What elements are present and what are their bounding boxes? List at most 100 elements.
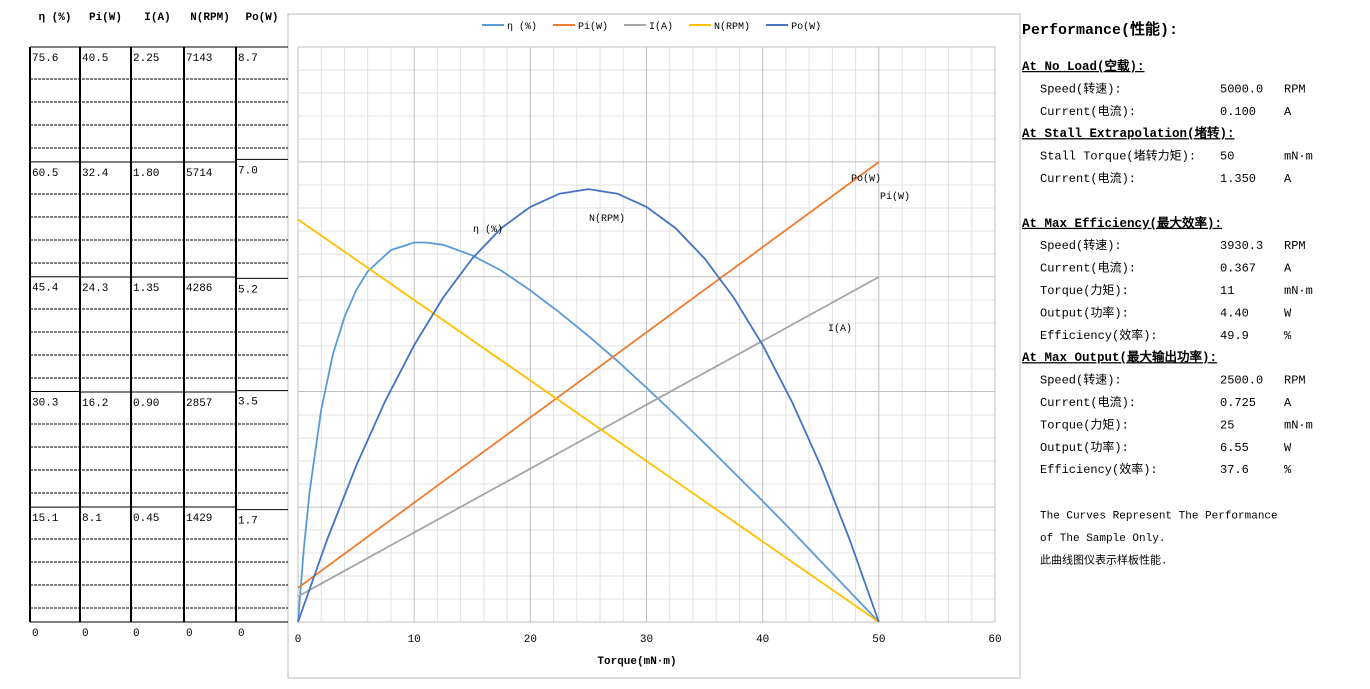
x-tick-label: 60 [988, 634, 1001, 646]
spec-value: 2500.0 [1220, 374, 1263, 388]
y-tick-label: 1.35 [133, 283, 159, 295]
spec-label: Current(电流): [1040, 261, 1136, 276]
spec-unit: mN·m [1284, 418, 1313, 432]
y-tick-label: 0 [133, 628, 140, 640]
x-tick-label: 20 [524, 634, 537, 646]
y-tick-label: 8.1 [82, 513, 102, 525]
spec-value: 0.367 [1220, 262, 1256, 276]
y-tick-label: 0 [82, 628, 89, 640]
series-line [297, 218, 880, 623]
note: The Curves Represent The Performance [1040, 511, 1278, 523]
spec-unit: A [1284, 105, 1292, 119]
series-line [297, 276, 880, 598]
spec-value: 6.55 [1220, 441, 1249, 455]
table-header: N(RPM) [190, 12, 230, 24]
table-header: Pi(W) [89, 12, 122, 24]
spec-value: 37.6 [1220, 463, 1249, 477]
legend-label: I(A) [649, 21, 673, 33]
legend-label: N(RPM) [714, 21, 750, 33]
spec-label: Torque(力矩): [1040, 283, 1129, 298]
section-heading: At Stall Extrapolation(堵转): [1022, 125, 1235, 141]
curve-label: I(A) [828, 323, 852, 335]
series-line [297, 188, 880, 623]
legend-label: η (%) [507, 21, 537, 33]
spec-value: 25 [1220, 418, 1234, 432]
y-tick-label: 0.90 [133, 398, 159, 410]
y-tick-label: 32.4 [82, 168, 109, 180]
spec-label: Speed(转速): [1040, 372, 1122, 388]
note: 此曲线图仪表示样板性能. [1040, 552, 1168, 567]
spec-label: Efficiency(效率): [1040, 461, 1158, 477]
performance-title: Performance(性能): [1022, 20, 1178, 39]
y-tick-label: 4286 [186, 283, 212, 295]
y-tick-label: 5714 [186, 168, 213, 180]
spec-label: Output(功率): [1040, 439, 1129, 455]
spec-label: Speed(转速): [1040, 80, 1122, 96]
y-tick-label: 7.0 [238, 165, 258, 177]
spec-value: 4.40 [1220, 306, 1249, 320]
spec-value: 5000.0 [1220, 82, 1263, 96]
y-tick-label: 24.3 [82, 283, 108, 295]
curve-label: N(RPM) [589, 213, 625, 225]
section-heading: At Max Efficiency(最大效率): [1022, 215, 1222, 231]
y-tick-label: 1.7 [238, 516, 258, 528]
section-heading: At No Load(空载): [1022, 58, 1145, 74]
spec-unit: W [1284, 306, 1292, 320]
y-tick-label: 45.4 [32, 283, 59, 295]
section-heading: At Max Output(最大输出功率): [1022, 349, 1217, 365]
spec-label: Current(电流): [1040, 104, 1136, 119]
y-tick-label: 1429 [186, 513, 212, 525]
spec-label: Efficiency(效率): [1040, 327, 1158, 343]
spec-value: 1.350 [1220, 172, 1256, 186]
spec-unit: RPM [1284, 82, 1306, 96]
y-tick-label: 8.7 [238, 53, 258, 65]
spec-label: Current(电流): [1040, 171, 1136, 186]
spec-unit: % [1284, 329, 1292, 343]
spec-unit: mN·m [1284, 284, 1313, 298]
spec-unit: mN·m [1284, 150, 1313, 164]
spec-value: 3930.3 [1220, 239, 1263, 253]
spec-label: Torque(力矩): [1040, 417, 1129, 432]
spec-value: 11 [1220, 284, 1234, 298]
spec-unit: A [1284, 262, 1292, 276]
x-tick-label: 50 [872, 634, 885, 646]
y-tick-label: 75.6 [32, 53, 58, 65]
y-tick-label: 3.5 [238, 397, 258, 409]
curve-label: Po(W) [851, 173, 881, 185]
y-tick-label: 40.5 [82, 53, 108, 65]
x-tick-label: 30 [640, 634, 653, 646]
spec-unit: A [1284, 172, 1292, 186]
series-line [297, 161, 880, 589]
y-tick-label: 2.25 [133, 53, 159, 65]
curve-label: η (%) [473, 224, 503, 236]
spec-value: 0.100 [1220, 105, 1256, 119]
spec-value: 49.9 [1220, 329, 1249, 343]
curve-label: Pi(W) [880, 191, 910, 203]
y-tick-label: 60.5 [32, 168, 58, 180]
spec-unit: % [1284, 463, 1292, 477]
legend-label: Pi(W) [578, 21, 608, 33]
spec-value: 50 [1220, 150, 1234, 164]
x-tick-label: 0 [295, 634, 302, 646]
y-tick-label: 15.1 [32, 513, 59, 525]
x-axis-label: Torque(mN·m) [597, 656, 676, 668]
table-header: I(A) [144, 12, 170, 24]
table-header: Po(W) [245, 12, 278, 24]
y-tick-label: 30.3 [32, 398, 58, 410]
spec-unit: A [1284, 396, 1292, 410]
y-tick-label: 0 [32, 628, 39, 640]
spec-label: Current(电流): [1040, 395, 1136, 410]
table-header: η (%) [38, 12, 71, 24]
note: of The Sample Only. [1040, 533, 1165, 545]
y-tick-label: 0 [238, 628, 245, 640]
y-tick-label: 7143 [186, 53, 212, 65]
spec-label: Output(功率): [1040, 304, 1129, 320]
legend-label: Po(W) [791, 21, 821, 33]
x-tick-label: 40 [756, 634, 769, 646]
y-tick-label: 0 [186, 628, 193, 640]
y-tick-label: 5.2 [238, 284, 258, 296]
series-line [297, 241, 880, 623]
spec-label: Speed(转速): [1040, 237, 1122, 253]
spec-label: Stall Torque(堵转力矩): [1040, 148, 1196, 164]
